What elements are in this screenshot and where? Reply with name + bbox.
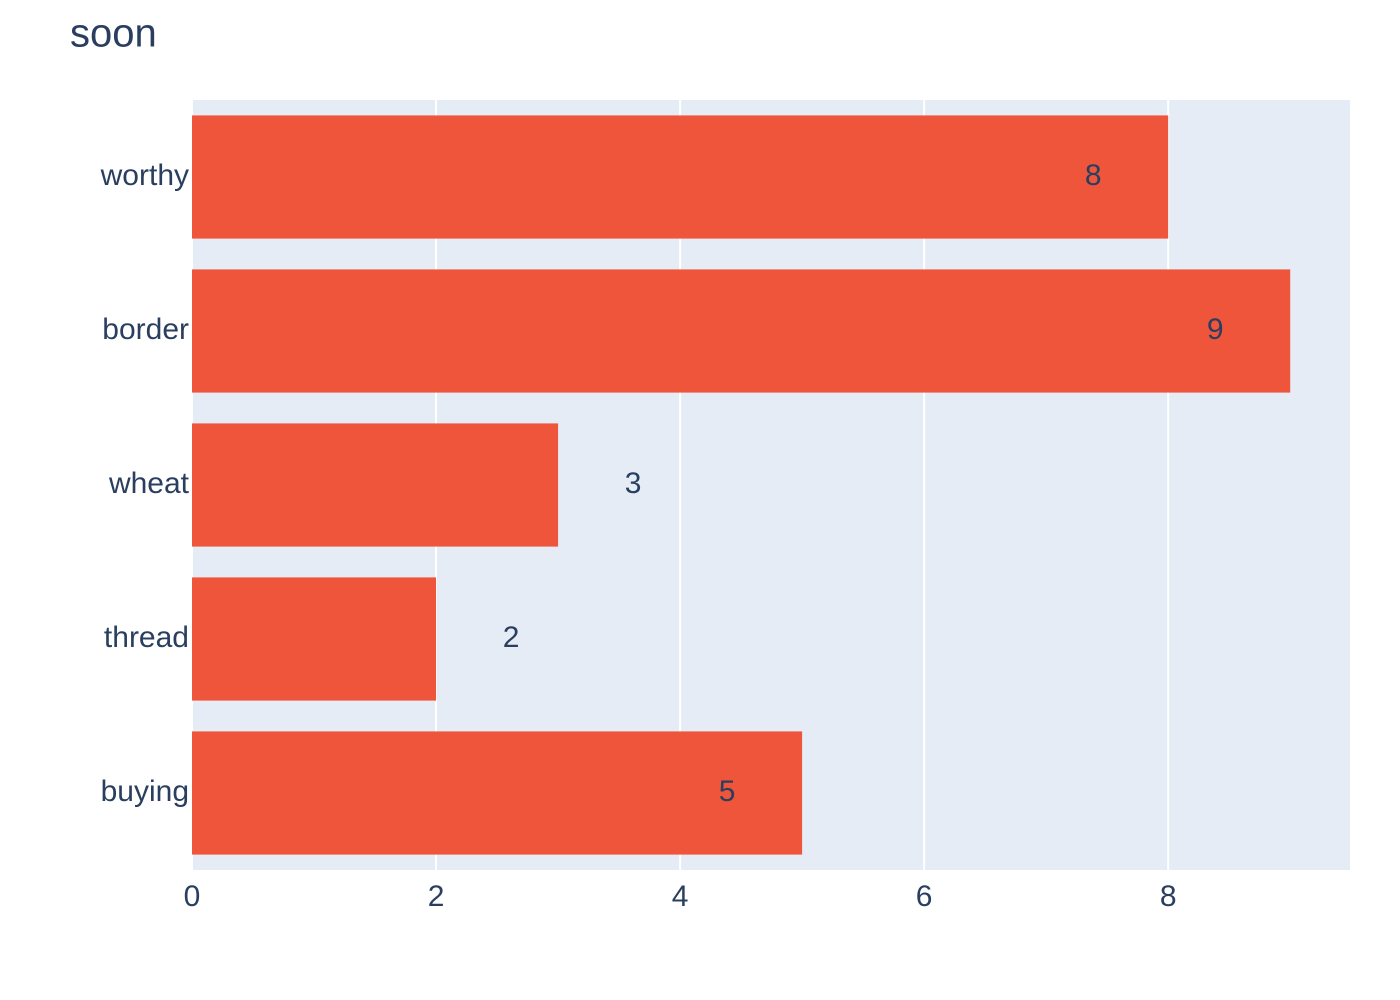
chart-title: soon xyxy=(70,12,157,56)
x-tick-label: 6 xyxy=(916,880,933,913)
x-tick-label: 4 xyxy=(672,880,689,913)
value-label: 9 xyxy=(1207,313,1224,346)
value-label: 5 xyxy=(719,775,736,808)
bar xyxy=(192,115,1169,239)
bar xyxy=(192,423,559,547)
x-tick-label: 0 xyxy=(184,880,201,913)
value-label: 8 xyxy=(1085,159,1102,192)
y-tick-label: worthy xyxy=(100,159,189,192)
y-tick-label: buying xyxy=(101,775,189,808)
y-tick-label: border xyxy=(102,313,189,346)
x-tick-label: 8 xyxy=(1160,880,1177,913)
bar xyxy=(192,731,803,855)
y-tick-label: wheat xyxy=(108,467,190,500)
value-label: 3 xyxy=(625,467,642,500)
x-tick-label: 2 xyxy=(428,880,445,913)
y-tick-label: thread xyxy=(104,621,189,654)
value-label: 2 xyxy=(503,621,520,654)
bar xyxy=(192,577,437,701)
bar xyxy=(192,269,1291,393)
